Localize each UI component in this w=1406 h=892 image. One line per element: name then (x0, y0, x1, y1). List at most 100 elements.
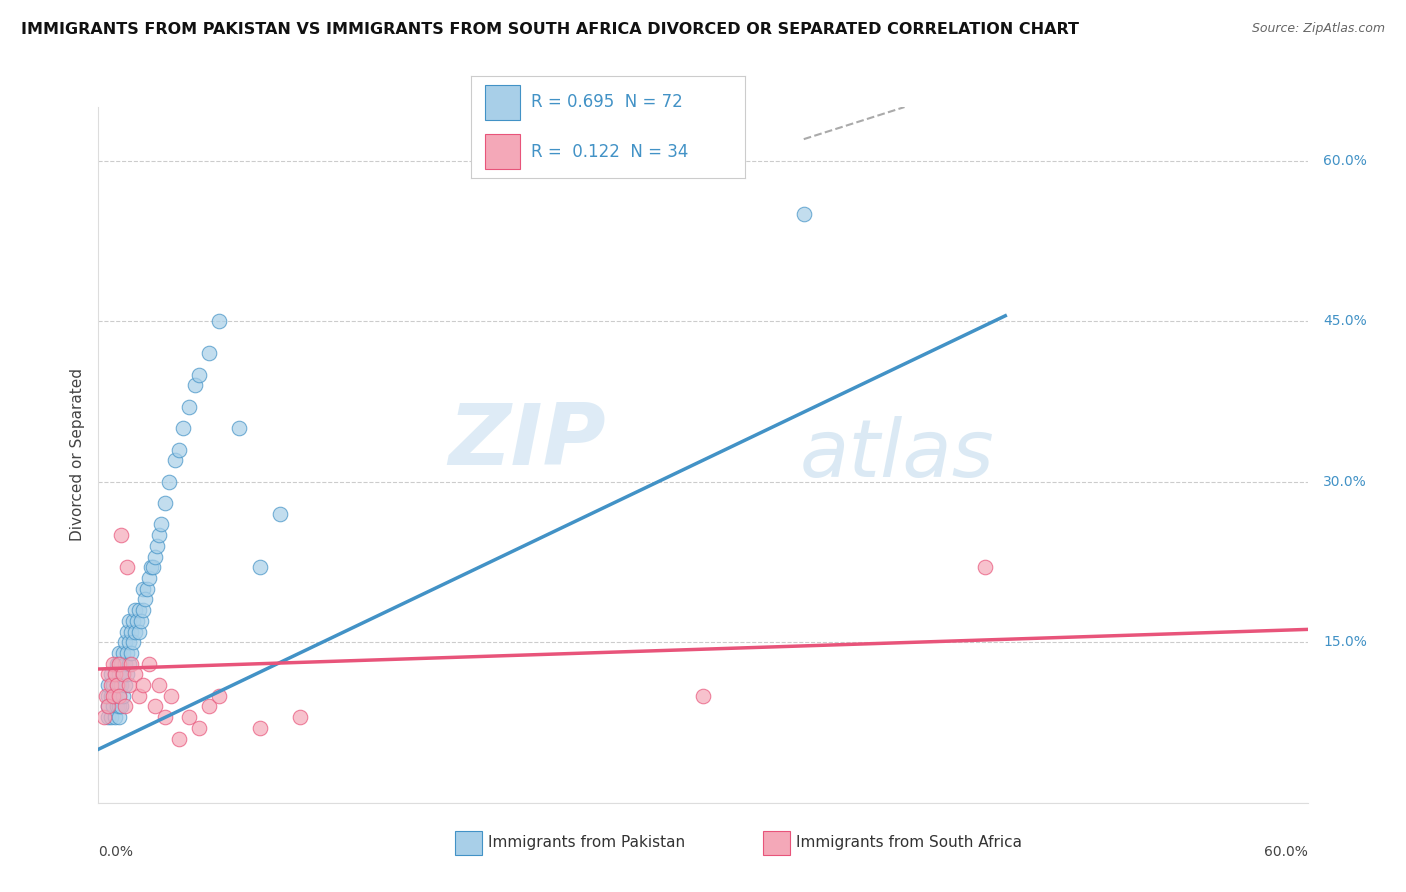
Text: atlas: atlas (800, 416, 994, 494)
Point (118, 678, 141, 692)
Point (157, 475, 180, 489)
Point (103, 667, 125, 681)
Point (120, 646, 142, 660)
Point (249, 560, 271, 574)
FancyBboxPatch shape (485, 85, 520, 120)
Point (97, 710, 120, 724)
Point (105, 678, 128, 692)
Point (120, 624, 142, 639)
Point (160, 689, 183, 703)
FancyBboxPatch shape (763, 830, 790, 855)
Point (208, 314, 231, 328)
Point (177, 710, 201, 724)
Text: 30.0%: 30.0% (1323, 475, 1367, 489)
Point (105, 699, 128, 714)
Point (124, 624, 146, 639)
Point (111, 667, 134, 681)
Y-axis label: Divorced or Separated: Divorced or Separated (69, 368, 84, 541)
Point (128, 603, 150, 617)
Point (134, 592, 156, 607)
Point (93, 710, 115, 724)
Point (269, 507, 291, 521)
Point (125, 614, 148, 628)
Point (118, 614, 141, 628)
Point (101, 699, 124, 714)
Point (114, 635, 136, 649)
Point (97, 699, 120, 714)
Point (107, 646, 129, 660)
Text: IMMIGRANTS FROM PAKISTAN VS IMMIGRANTS FROM SOUTH AFRICA DIVORCED OR SEPARATED C: IMMIGRANTS FROM PAKISTAN VS IMMIGRANTS F… (21, 22, 1078, 37)
Point (129, 614, 152, 628)
Point (103, 667, 125, 681)
Point (692, 689, 714, 703)
Point (100, 689, 122, 703)
FancyBboxPatch shape (456, 830, 482, 855)
Point (143, 699, 166, 714)
Point (103, 710, 125, 724)
Point (153, 710, 176, 724)
Point (142, 560, 165, 574)
Point (177, 400, 201, 414)
Text: Immigrants from South Africa: Immigrants from South Africa (796, 835, 1022, 850)
Point (101, 678, 124, 692)
Point (188, 721, 211, 735)
Point (120, 657, 142, 671)
Point (111, 689, 134, 703)
Point (288, 710, 311, 724)
Point (107, 667, 129, 681)
Point (103, 689, 125, 703)
Point (188, 368, 211, 382)
Point (97, 699, 120, 714)
Point (115, 646, 138, 660)
Point (114, 699, 136, 714)
Point (167, 731, 190, 746)
Text: Source: ZipAtlas.com: Source: ZipAtlas.com (1251, 22, 1385, 36)
Point (115, 560, 138, 574)
Point (110, 699, 132, 714)
Point (148, 678, 170, 692)
Point (128, 689, 150, 703)
Point (97, 689, 120, 703)
Point (107, 689, 129, 703)
Point (114, 657, 136, 671)
Text: Immigrants from Pakistan: Immigrants from Pakistan (488, 835, 685, 850)
Point (107, 678, 129, 692)
Point (107, 657, 129, 671)
Text: R = 0.695  N = 72: R = 0.695 N = 72 (531, 94, 683, 112)
Point (124, 603, 146, 617)
Point (198, 346, 221, 360)
Point (96, 689, 118, 703)
Point (100, 667, 122, 681)
Point (172, 421, 194, 435)
Point (118, 635, 141, 649)
Text: 60.0%: 60.0% (1323, 153, 1367, 168)
Point (97, 678, 120, 692)
Text: 15.0%: 15.0% (1323, 635, 1367, 649)
Text: ZIP: ZIP (449, 400, 606, 483)
Point (107, 657, 129, 671)
Text: 0.0%: 0.0% (98, 845, 134, 858)
Point (167, 442, 190, 457)
Point (110, 678, 132, 692)
Point (121, 614, 143, 628)
Point (132, 678, 155, 692)
Point (139, 560, 162, 574)
Point (114, 678, 136, 692)
Point (110, 528, 132, 542)
Point (146, 539, 169, 553)
Point (107, 710, 129, 724)
Point (148, 528, 170, 542)
Point (208, 689, 231, 703)
Point (128, 624, 150, 639)
Point (198, 699, 221, 714)
Point (138, 571, 160, 585)
Point (100, 678, 122, 692)
Point (105, 657, 128, 671)
Point (124, 667, 146, 681)
Point (115, 624, 138, 639)
Point (101, 657, 124, 671)
Point (118, 657, 141, 671)
Point (974, 560, 997, 574)
Point (135, 582, 157, 596)
Text: 45.0%: 45.0% (1323, 314, 1367, 328)
